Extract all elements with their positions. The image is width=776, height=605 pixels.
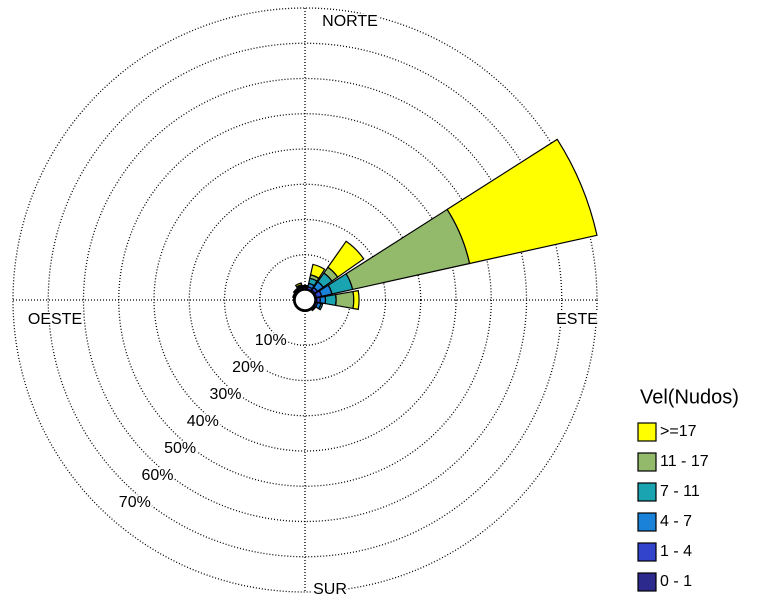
direction-label: SUR (313, 581, 347, 598)
legend-label: 11 - 17 (660, 453, 709, 470)
legend-title: Vel(Nudos) (640, 386, 739, 408)
legend-swatch (637, 452, 657, 472)
legend-swatch (637, 422, 657, 442)
ring-label: 50% (164, 440, 196, 457)
ring-label: 20% (232, 359, 264, 376)
wedge (345, 208, 471, 291)
grid-ring (47, 42, 563, 558)
ring-label: 40% (187, 413, 219, 430)
wedge (310, 305, 317, 312)
direction-label: ESTE (556, 311, 598, 328)
wedge (334, 290, 355, 310)
legend-label: 7 - 11 (660, 483, 700, 500)
grid-ring (12, 7, 598, 593)
legend-label: 4 - 7 (660, 513, 692, 530)
wedge (292, 287, 299, 294)
wedge (317, 302, 324, 311)
ring-label: 10% (255, 332, 287, 349)
wedge (327, 240, 365, 278)
ring-label: 60% (141, 467, 173, 484)
legend-swatch (637, 512, 657, 532)
legend-label: >=17 (660, 423, 697, 440)
legend-label: 1 - 4 (660, 543, 692, 560)
wedge (352, 289, 360, 311)
center-hole (294, 289, 316, 311)
wedge (294, 282, 303, 288)
legend-swatch (637, 572, 657, 592)
ring-label: 70% (119, 494, 151, 511)
ring-label: 30% (209, 386, 241, 403)
legend-swatch (637, 542, 657, 562)
legend-label: 0 - 1 (660, 573, 692, 590)
wedge (309, 263, 326, 280)
wedge (319, 295, 327, 305)
grid-ring (118, 113, 492, 487)
legend-swatch (637, 482, 657, 502)
grid-ring (188, 183, 422, 417)
direction-label: OESTE (28, 311, 82, 328)
wedge (446, 138, 598, 265)
wedge (324, 293, 337, 307)
wedge (301, 284, 309, 288)
direction-label: NORTE (322, 13, 378, 30)
